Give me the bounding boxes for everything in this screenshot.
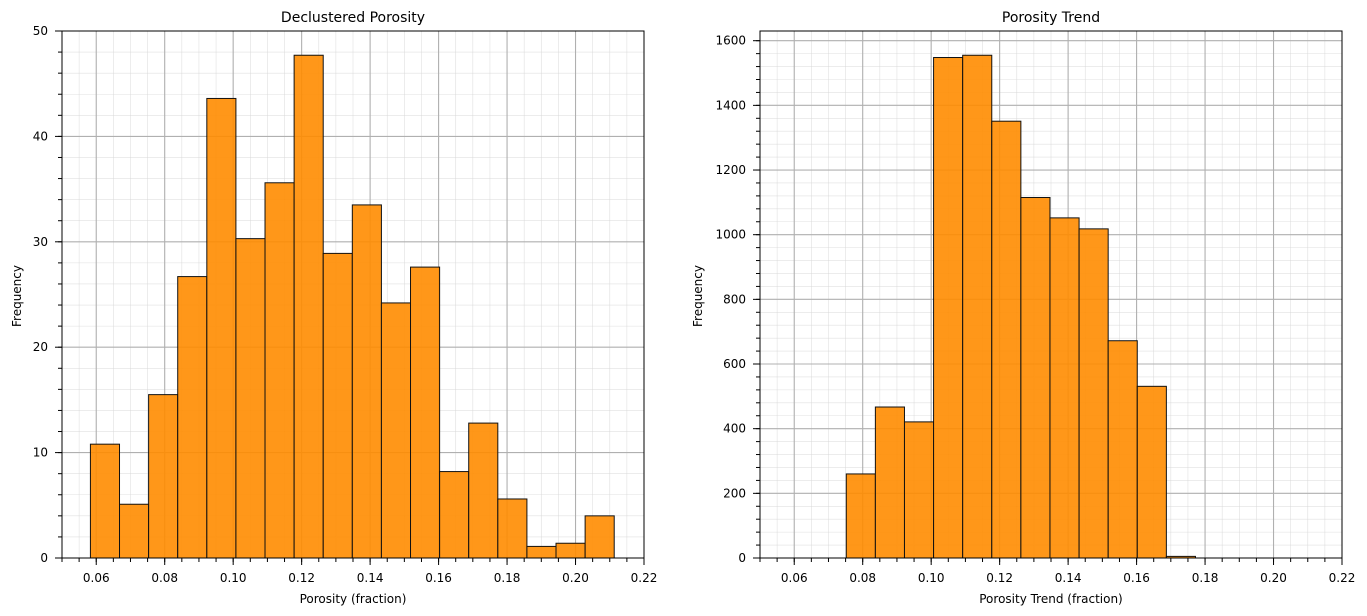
y-axis-label: Frequency	[691, 265, 705, 327]
y-tick-label: 0	[738, 551, 746, 565]
x-tick-label: 0.18	[1192, 571, 1219, 585]
chart-title: Declustered Porosity	[281, 10, 425, 26]
x-tick-label: 0.20	[1260, 571, 1287, 585]
y-tick-label: 400	[723, 422, 746, 436]
y-tick-label: 200	[723, 486, 746, 500]
x-tick-label: 0.12	[288, 571, 315, 585]
histogram-bar	[89, 443, 121, 559]
y-tick-label: 50	[33, 24, 48, 38]
x-tick-label: 0.20	[562, 571, 589, 585]
histogram-bar	[1107, 340, 1138, 559]
x-tick-label: 0.14	[357, 571, 384, 585]
chart-title: Porosity Trend	[1002, 10, 1100, 26]
y-tick-label: 1400	[715, 98, 746, 112]
x-axis-label: Porosity Trend (fraction)	[979, 592, 1122, 606]
histogram-bar	[1020, 197, 1051, 559]
x-tick-label: 0.12	[986, 571, 1013, 585]
y-tick-label: 1000	[715, 228, 746, 242]
x-tick-label: 0.08	[151, 571, 178, 585]
histogram-bar	[1078, 228, 1109, 559]
bars	[89, 54, 615, 559]
histogram-bar	[497, 498, 528, 559]
histogram-bar	[177, 276, 208, 559]
histogram-bar	[322, 252, 353, 559]
histogram-bar	[962, 54, 993, 559]
histogram-bar	[235, 238, 266, 559]
y-tick-label: 20	[33, 340, 48, 354]
histogram-bar	[584, 515, 615, 559]
y-tick-label: 0	[40, 551, 48, 565]
histogram-bar	[410, 266, 441, 559]
histogram-bar	[1136, 385, 1167, 559]
y-axis-label: Frequency	[10, 265, 24, 327]
x-tick-label: 0.22	[1329, 571, 1356, 585]
histogram-bar	[264, 182, 295, 559]
histogram-bar	[439, 471, 470, 559]
x-tick-label: 0.16	[1123, 571, 1150, 585]
x-tick-label: 0.08	[849, 571, 876, 585]
x-tick-label: 0.18	[494, 571, 521, 585]
histogram-bar	[1049, 217, 1080, 559]
histogram-bar	[933, 57, 964, 559]
histogram-bar	[903, 421, 935, 559]
histogram-bar	[351, 204, 382, 559]
histogram-bar	[845, 473, 876, 559]
histogram-bar	[555, 542, 586, 559]
chart-declustered-porosity: Declustered Porosity 0.06 0.08 0.10 0.12 0.1…	[10, 10, 657, 606]
x-axis-label: Porosity (fraction)	[300, 592, 407, 606]
bars	[845, 54, 1196, 559]
x-tick-label: 0.10	[220, 571, 247, 585]
histogram-bar	[526, 545, 557, 559]
histogram-bar	[148, 394, 179, 559]
histogram-bar	[119, 503, 150, 559]
y-tick-label: 800	[723, 292, 746, 306]
x-tick-label: 0.06	[781, 571, 808, 585]
histogram-bar	[206, 97, 237, 559]
ticks: 0.06 0.08 0.10 0.12 0.14 0.16 0.18 0.20 0.22 0 200…	[715, 34, 1355, 585]
ticks: 0.06 0.08 0.10 0.12 0.14 0.16 0.18 0.20 0.22 0 10 2…	[33, 24, 658, 585]
histogram-bar	[293, 54, 324, 559]
y-tick-label: 600	[723, 357, 746, 371]
chart-porosity-trend: Porosity Trend 0.06 0.08 0.10 0.12 0.14 0.16 0…	[691, 10, 1355, 606]
y-tick-label: 1200	[715, 163, 746, 177]
y-tick-label: 40	[33, 129, 48, 143]
histogram-bar	[991, 120, 1022, 559]
histogram-bar	[874, 406, 905, 559]
histogram-bar	[380, 302, 412, 559]
x-tick-label: 0.06	[83, 571, 110, 585]
y-tick-label: 10	[33, 446, 48, 460]
x-tick-label: 0.16	[425, 571, 452, 585]
x-tick-label: 0.10	[918, 571, 945, 585]
y-tick-label: 1600	[715, 34, 746, 48]
x-tick-label: 0.14	[1055, 571, 1082, 585]
histogram-bar	[468, 422, 499, 559]
y-tick-label: 30	[33, 235, 48, 249]
x-tick-label: 0.22	[631, 571, 658, 585]
